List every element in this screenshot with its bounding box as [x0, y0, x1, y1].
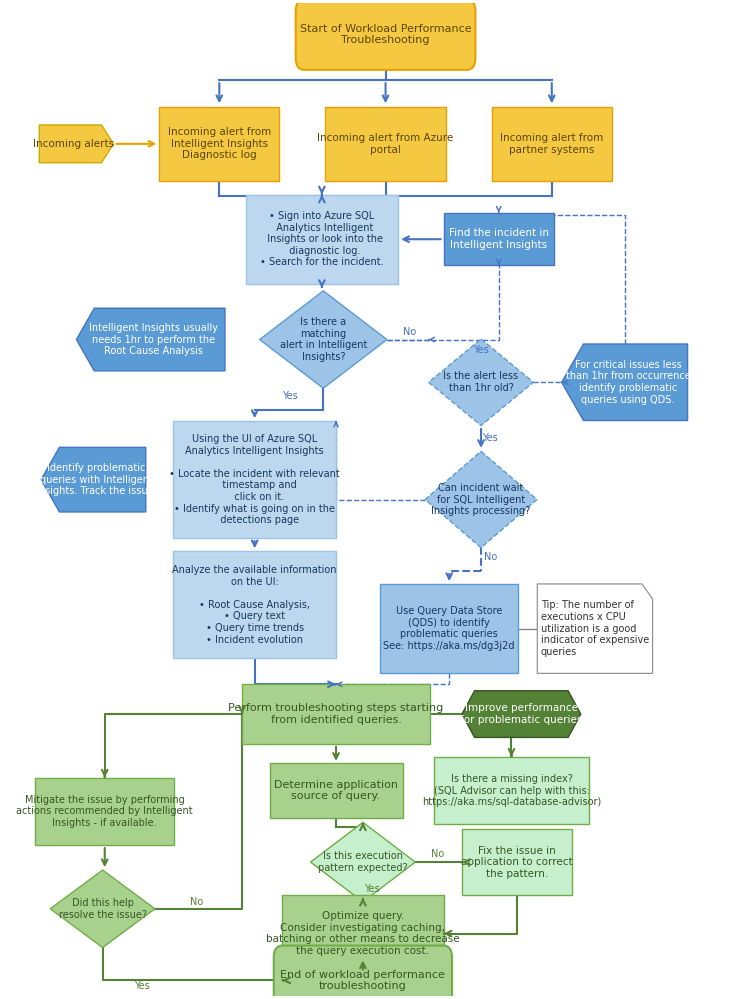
Text: Yes: Yes — [482, 433, 498, 443]
Polygon shape — [537, 584, 652, 673]
Polygon shape — [462, 690, 581, 737]
Text: Start of Workload Performance
Troubleshooting: Start of Workload Performance Troublesho… — [300, 24, 471, 45]
FancyBboxPatch shape — [296, 0, 476, 70]
Text: • Sign into Azure SQL
  Analytics Intelligent
  Insights or look into the
  diag: • Sign into Azure SQL Analytics Intellig… — [260, 211, 384, 268]
Text: Analyze the available information
on the UI:

• Root Cause Analysis,
• Query tex: Analyze the available information on the… — [172, 565, 337, 644]
Bar — [380, 584, 518, 673]
Text: For critical issues less
than 1hr from occurrence
identify problematic
queries u: For critical issues less than 1hr from o… — [565, 360, 690, 405]
Bar — [174, 551, 336, 658]
Text: No: No — [190, 897, 203, 907]
Polygon shape — [311, 822, 416, 902]
Text: Yes: Yes — [282, 392, 298, 402]
Text: Did this help
resolve the issue?: Did this help resolve the issue? — [59, 898, 147, 920]
Text: Is this execution
pattern expected?: Is this execution pattern expected? — [318, 851, 407, 873]
Text: Using the UI of Azure SQL
Analytics Intelligent Insights

• Locate the incident : Using the UI of Azure SQL Analytics Inte… — [169, 434, 340, 525]
Text: Is the alert less
than 1hr old?: Is the alert less than 1hr old? — [444, 372, 519, 393]
Bar — [174, 421, 336, 538]
FancyBboxPatch shape — [274, 946, 452, 999]
Text: Determine application
source of query.: Determine application source of query. — [274, 780, 398, 801]
Bar — [444, 214, 554, 265]
Bar — [462, 829, 572, 895]
Polygon shape — [562, 344, 688, 421]
Text: Is there a missing index?
(SQL Advisor can help with this:
https://aka.ms/sql-da: Is there a missing index? (SQL Advisor c… — [421, 774, 601, 807]
Text: Identify problematic
queries with Intelligent
Insights. Track the issue.: Identify problematic queries with Intell… — [36, 463, 157, 497]
Text: Yes: Yes — [473, 346, 489, 356]
Text: Perform troubleshooting steps starting
from identified queries.: Perform troubleshooting steps starting f… — [229, 703, 444, 725]
Text: Intelligent Insights usually
needs 1hr to perform the
Root Cause Analysis: Intelligent Insights usually needs 1hr t… — [89, 323, 218, 357]
Text: Find the incident in
Intelligent Insights: Find the incident in Intelligent Insight… — [449, 229, 549, 250]
Text: No: No — [484, 552, 497, 562]
Text: Incoming alert from Azure
portal: Incoming alert from Azure portal — [318, 133, 453, 155]
Text: Fix the issue in
application to correct
the pattern.: Fix the issue in application to correct … — [462, 845, 573, 879]
Polygon shape — [41, 448, 145, 511]
Text: Incoming alert from
Intelligent Insights
Diagnostic log: Incoming alert from Intelligent Insights… — [168, 127, 271, 161]
Text: No: No — [403, 327, 416, 337]
Polygon shape — [76, 309, 225, 371]
Text: Yes: Yes — [364, 884, 379, 894]
Bar — [326, 107, 446, 181]
Text: Tip: The number of
executions x CPU
utilization is a good
indicator of expensive: Tip: The number of executions x CPU util… — [541, 600, 649, 657]
Text: Can incident wait
for SQL Intelligent
Insights processing?: Can incident wait for SQL Intelligent In… — [431, 483, 531, 516]
Text: Incoming alert from
partner systems: Incoming alert from partner systems — [500, 133, 603, 155]
Polygon shape — [425, 452, 537, 547]
Text: No: No — [430, 849, 444, 859]
Bar — [492, 107, 612, 181]
Text: Yes: Yes — [134, 981, 149, 991]
Bar — [282, 895, 444, 972]
Bar — [269, 763, 402, 818]
Polygon shape — [429, 339, 533, 426]
Bar — [433, 757, 589, 824]
Polygon shape — [50, 870, 155, 947]
Bar — [160, 107, 280, 181]
Text: Improve performance
for problematic queries: Improve performance for problematic quer… — [460, 703, 582, 725]
Text: Mitigate the issue by performing
actions recommended by Intelligent
Insights - i: Mitigate the issue by performing actions… — [16, 795, 193, 828]
Bar — [246, 195, 398, 284]
Bar — [36, 778, 174, 845]
Bar — [243, 684, 430, 744]
Text: End of workload performance
troubleshooting: End of workload performance troubleshoot… — [280, 969, 445, 991]
Text: Optimize query.
Consider investigating caching,
batching or other means to decre: Optimize query. Consider investigating c… — [266, 911, 460, 956]
Polygon shape — [260, 291, 387, 389]
Text: Use Query Data Store
(QDS) to identify
problematic queries
See: https://aka.ms/d: Use Query Data Store (QDS) to identify p… — [384, 606, 515, 651]
Text: Incoming alerts: Incoming alerts — [33, 139, 114, 149]
Text: Is there a
matching
alert in Intelligent
Insights?: Is there a matching alert in Intelligent… — [280, 317, 367, 362]
Polygon shape — [39, 125, 114, 163]
